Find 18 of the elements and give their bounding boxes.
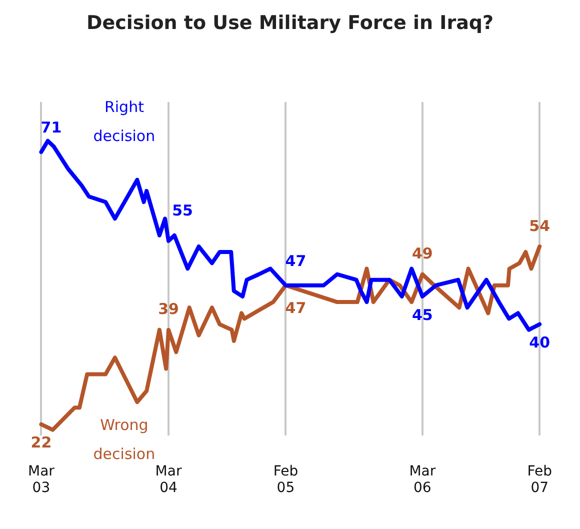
data-label: 49	[412, 244, 433, 263]
data-label: 47	[285, 298, 306, 317]
x-tick-label: Mar 06	[409, 463, 436, 496]
data-label: 54	[529, 216, 550, 235]
x-tick-label: Feb 05	[273, 463, 298, 496]
data-label: 71	[40, 118, 62, 136]
data-label: 47	[285, 252, 306, 270]
text: Right decision	[93, 98, 156, 145]
data-label: 55	[172, 201, 193, 220]
series-label: Wrong decision	[93, 416, 156, 464]
data-label: 39	[158, 300, 179, 318]
data-label: 22	[30, 434, 52, 452]
x-tick-label: Mar 04	[155, 463, 182, 496]
x-tick-label: Feb 07	[527, 463, 552, 496]
data-label: 45	[412, 306, 433, 324]
chart-title: Decision to Use Military Force in Iraq?	[85, 12, 495, 36]
x-tick-label: Mar 03	[28, 463, 55, 496]
data-label: 40	[529, 334, 550, 352]
